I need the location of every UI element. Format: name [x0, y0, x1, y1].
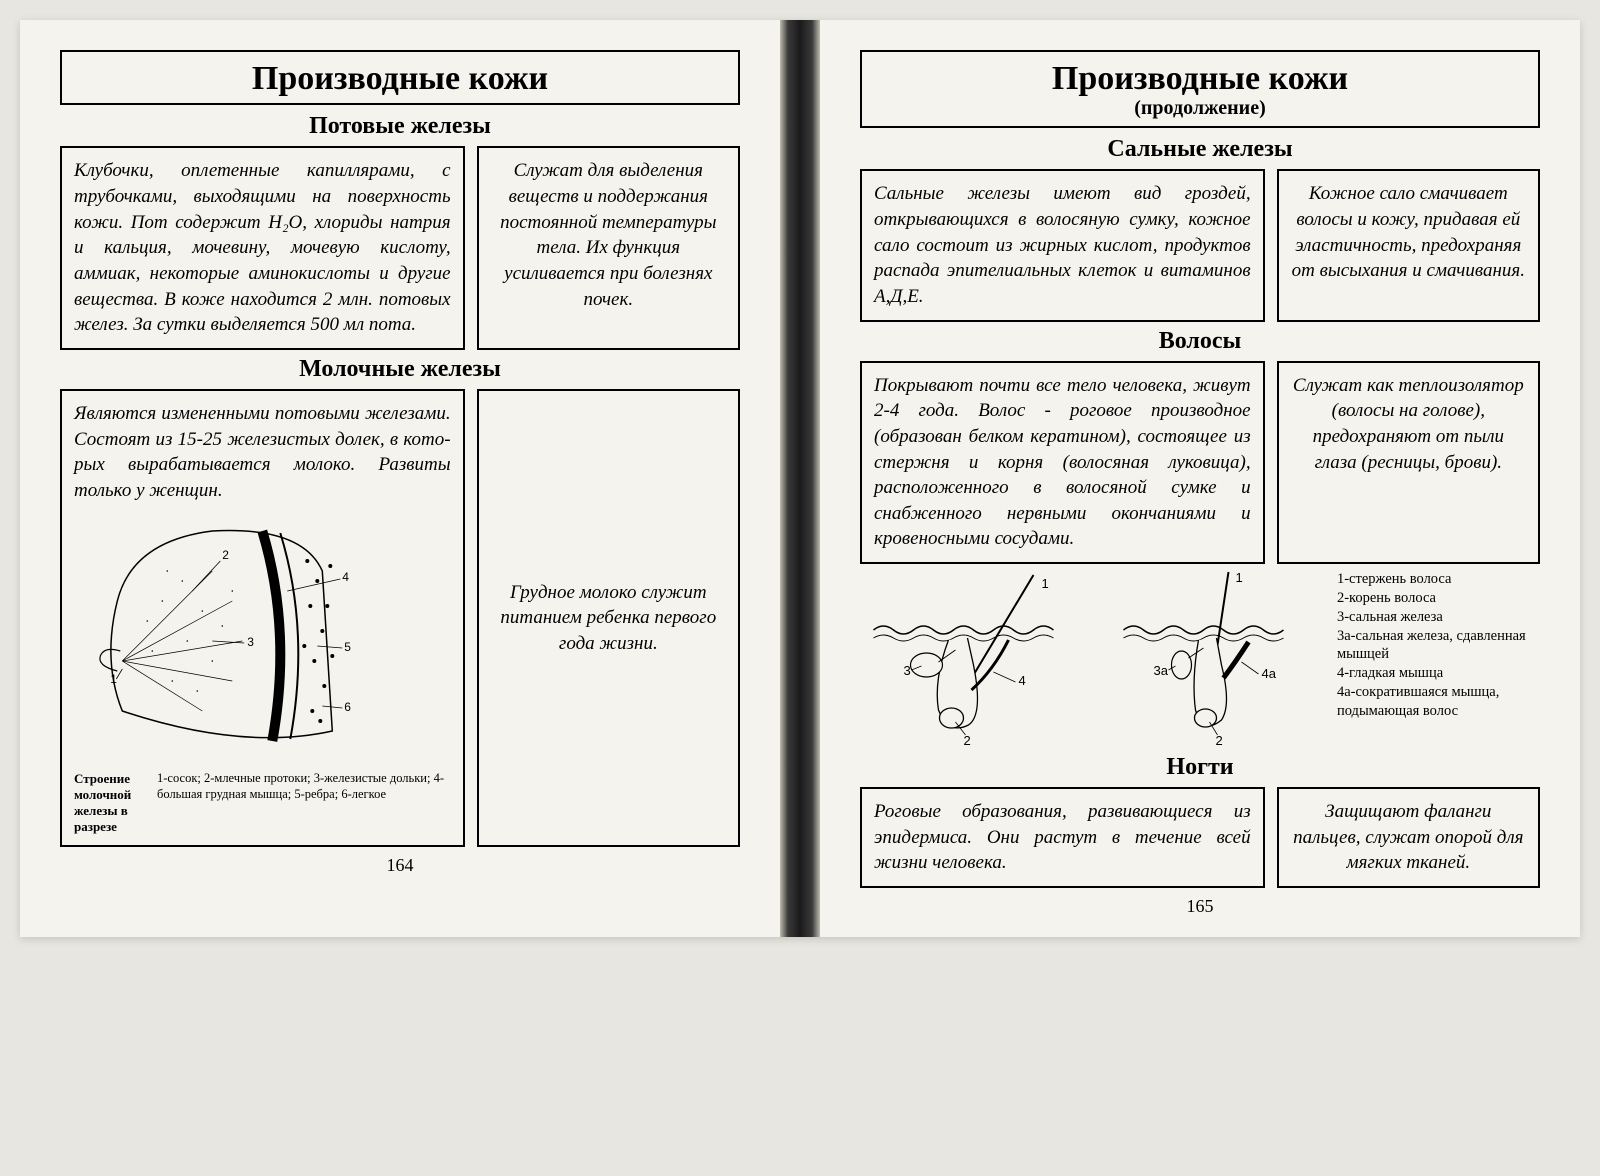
box-sweat-desc: Клубочки, оплетенные капил­лярами, с тру…	[60, 146, 465, 349]
hair-legend-4a: 4а-сократившаяся мышца, подымаю­щая воло…	[1337, 683, 1540, 721]
text-sebaceous-desc: Сальные железы имеют вид гроздей, открыв…	[874, 181, 1251, 309]
box-sebaceous-desc: Сальные железы имеют вид гроздей, открыв…	[860, 169, 1265, 321]
heading-sebaceous: Сальные железы	[860, 136, 1540, 163]
box-sweat-func: Служат для выделения веществ и поддержан…	[477, 146, 740, 349]
svg-text:2: 2	[222, 548, 229, 562]
heading-mammary: Молочные железы	[60, 356, 740, 383]
text-nails-desc: Роговые образования, развиваю­щиеся из э…	[874, 799, 1251, 876]
hair-legend-2: 2-корень волоса	[1337, 589, 1540, 608]
text-mammary-func: Грудное молоко служит питанием ребенка п…	[491, 580, 726, 657]
svg-text:6: 6	[344, 700, 351, 714]
text-sweat-desc: Клубочки, оплетенные капил­лярами, с тру…	[74, 158, 451, 337]
mammary-svg: 1 2 3 4 5 6	[74, 511, 451, 771]
figure-hair: 1 3 4 2	[860, 570, 1540, 750]
svg-text:4: 4	[1018, 673, 1025, 688]
svg-text:5: 5	[344, 640, 351, 654]
box-hair-desc: Покрывают почти все тело че­ловека, живу…	[860, 361, 1265, 564]
title-box-right: Производные кожи (продолжение)	[860, 50, 1540, 128]
box-hair-func: Служат как теплоизолятор (волосы на голо…	[1277, 361, 1540, 564]
hair-legend: 1-стержень волоса 2-корень волоса 3-саль…	[1337, 570, 1540, 721]
figure-mammary: 1 2 3 4 5 6	[74, 511, 451, 771]
box-mammary-desc: Являются измененными пото­выми железами.…	[60, 389, 465, 848]
hair-svg: 1 3 4 2	[860, 570, 1327, 750]
row-sebaceous: Сальные железы имеют вид гроздей, открыв…	[860, 169, 1540, 321]
row-nails: Роговые образования, развиваю­щиеся из э…	[860, 787, 1540, 888]
heading-nails: Ногти	[860, 754, 1540, 781]
svg-text:2: 2	[963, 733, 970, 748]
figure-legend: 1-сосок; 2-млечные протоки; 3-железистые…	[157, 771, 451, 802]
svg-text:1: 1	[1041, 576, 1048, 591]
text-mammary-desc: Являются измененными пото­выми железами.…	[74, 401, 451, 504]
title-box-left: Производные кожи	[60, 50, 740, 105]
text-nails-func: Защищают фаланги пальцев, служат опорой …	[1291, 799, 1526, 876]
svg-text:3: 3	[247, 635, 254, 649]
svg-text:4а: 4а	[1261, 666, 1276, 681]
hair-legend-3a: 3а-сальная железа, сдавленная мыш­цей	[1337, 627, 1540, 665]
page-title-right: Производные кожи	[862, 60, 1538, 97]
text-hair-desc: Покрывают почти все тело че­ловека, живу…	[874, 373, 1251, 552]
heading-sweat-glands: Потовые железы	[60, 113, 740, 140]
text-hair-func: Служат как теплоизолятор (волосы на голо…	[1291, 373, 1526, 476]
figure-title: Строение молочной железы в разрезе	[74, 771, 149, 835]
svg-text:2: 2	[1215, 733, 1222, 748]
hair-svg-wrap: 1 3 4 2	[860, 570, 1327, 750]
page-left: Производные кожи Потовые железы Клубочки…	[20, 20, 780, 937]
book-spine	[780, 20, 820, 937]
box-sebaceous-func: Кожное сало смачивает волосы и кожу, при…	[1277, 169, 1540, 321]
row-mammary: Являются измененными пото­выми железами.…	[60, 389, 740, 848]
book-spread: Производные кожи Потовые железы Клубочки…	[20, 20, 1580, 937]
page-title-left: Производные кожи	[62, 60, 738, 97]
text-sweat-func: Служат для выделения веществ и поддержан…	[491, 158, 726, 312]
page-subtitle-right: (продолжение)	[862, 97, 1538, 120]
hair-legend-4: 4-гладкая мышца	[1337, 664, 1540, 683]
page-number-right: 165	[860, 896, 1540, 917]
svg-text:3: 3	[903, 663, 910, 678]
box-mammary-func: Грудное молоко служит питанием ребенка п…	[477, 389, 740, 848]
text-sebaceous-func: Кожное сало смачивает волосы и кожу, при…	[1291, 181, 1526, 284]
svg-text:1: 1	[110, 672, 117, 686]
hair-legend-3: 3-сальная железа	[1337, 608, 1540, 627]
heading-hair: Волосы	[860, 328, 1540, 355]
box-nails-func: Защищают фаланги пальцев, служат опорой …	[1277, 787, 1540, 888]
hair-legend-1: 1-стержень волоса	[1337, 570, 1540, 589]
row-hair: Покрывают почти все тело че­ловека, живу…	[860, 361, 1540, 564]
svg-text:4: 4	[342, 570, 349, 584]
svg-text:1: 1	[1235, 570, 1242, 585]
row-sweat-glands: Клубочки, оплетенные капил­лярами, с тру…	[60, 146, 740, 349]
page-right: Производные кожи (продолжение) Сальные ж…	[820, 20, 1580, 937]
box-nails-desc: Роговые образования, развиваю­щиеся из э…	[860, 787, 1265, 888]
page-number-left: 164	[60, 855, 740, 876]
svg-text:3а: 3а	[1153, 663, 1168, 678]
